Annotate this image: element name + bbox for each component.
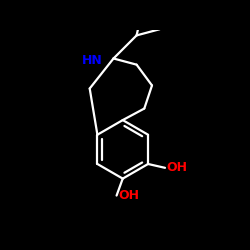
Text: OH: OH bbox=[118, 189, 139, 202]
Text: HN: HN bbox=[82, 54, 103, 66]
Text: OH: OH bbox=[166, 161, 188, 174]
